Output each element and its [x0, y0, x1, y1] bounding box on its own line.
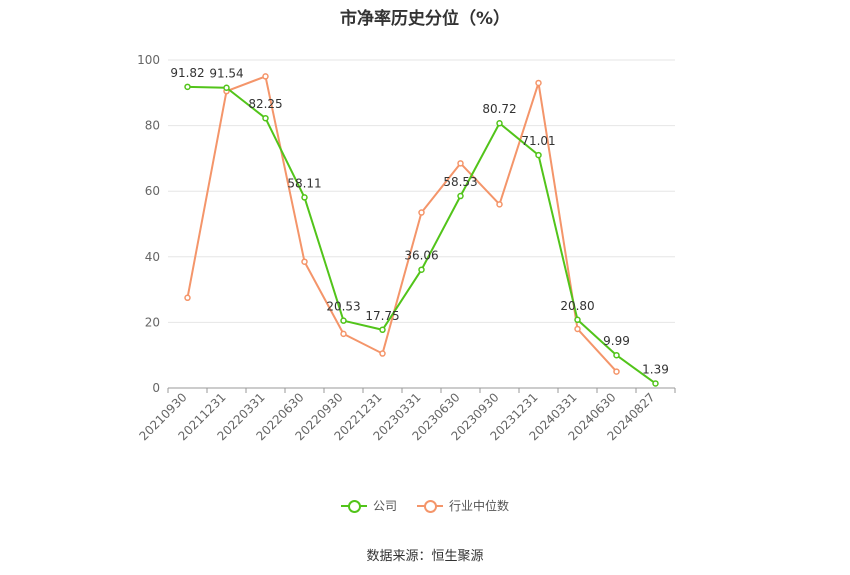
data-point-company [613, 351, 620, 359]
data-label-company: 9.99 [603, 334, 630, 348]
series [184, 73, 659, 387]
data-label-company: 20.80 [560, 299, 594, 313]
data-point-company [223, 84, 230, 91]
data-point-industry-median [379, 350, 386, 357]
y-tick-label: 0 [152, 381, 160, 395]
data-labels: 91.82 91.54 82.25 58.11 20.53 17.75 36.06 58.53… [170, 66, 669, 377]
series-line-industry-median [186, 75, 618, 373]
data-point-industry-median [262, 73, 269, 80]
data-point-company [340, 317, 347, 324]
data-point-industry-median [301, 258, 308, 265]
data-point-company [652, 380, 659, 387]
legend-item-industry-median[interactable]: 行业中位数 [417, 497, 509, 514]
data-point-company [379, 326, 386, 334]
data-point-company [262, 114, 269, 122]
data-label-company: 20.53 [326, 300, 360, 314]
data-point-company [457, 192, 464, 200]
legend-label-company: 公司 [372, 499, 397, 513]
data-point-company [418, 266, 425, 273]
legend-item-company[interactable]: 公司 [340, 497, 397, 514]
y-tick-label: 20 [145, 315, 160, 329]
data-point-company [184, 83, 191, 91]
data-point-industry-median [418, 209, 425, 216]
y-tick-label: 80 [145, 119, 160, 133]
data-point-company [535, 151, 542, 159]
data-point-industry-median [457, 160, 464, 167]
y-tick-label: 100 [137, 53, 160, 67]
data-label-company: 58.53 [443, 175, 477, 189]
data-source-note: 数据来源：恒生聚源 [366, 549, 484, 564]
data-point-industry-median [613, 368, 620, 375]
data-label-company: 91.54 [209, 67, 243, 81]
data-point-company [496, 119, 503, 127]
data-label-company: 1.39 [642, 362, 669, 376]
data-point-company [301, 194, 308, 201]
data-label-company: 80.72 [482, 102, 516, 116]
data-point-industry-median [496, 201, 503, 208]
y-tick-label: 40 [145, 250, 160, 264]
data-label-company: 36.06 [404, 249, 438, 263]
legend-label-industry-median: 行业中位数 [449, 499, 510, 513]
y-tick-label: 60 [145, 184, 160, 198]
data-point-industry-median [340, 330, 347, 338]
chart-title: 市净率历史分位（%） [339, 9, 511, 29]
data-point-company [574, 316, 581, 324]
data-label-company: 71.01 [521, 134, 555, 148]
data-label-company: 58.11 [287, 176, 321, 190]
legend-swatch-industry-median [417, 499, 443, 513]
legend: 公司 行业中位数 [0, 497, 850, 514]
data-point-industry-median [574, 325, 581, 333]
legend-swatch-company [340, 499, 367, 513]
data-label-company: 82.25 [248, 97, 282, 111]
data-point-industry-median [535, 79, 542, 87]
data-label-company: 17.75 [365, 309, 399, 323]
data-label-company: 91.82 [170, 66, 204, 80]
gridlines [168, 59, 675, 323]
data-point-industry-median [184, 294, 191, 302]
